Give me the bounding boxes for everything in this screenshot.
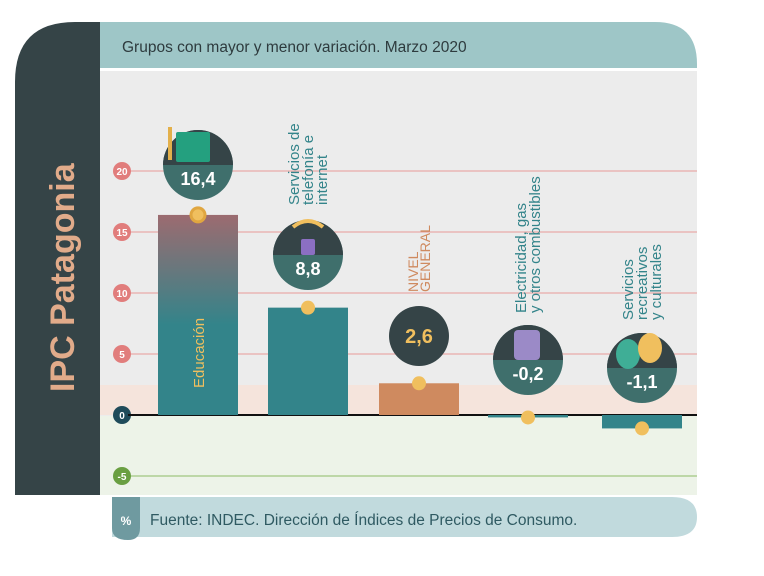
footer-source: Fuente: INDEC. Dirección de Índices de P…: [150, 512, 577, 529]
bar-marker: [301, 300, 315, 315]
y-tick-badge: [113, 345, 131, 363]
gas-cylinder-icon: [514, 330, 540, 360]
side-title: IPC Patagonia: [44, 162, 82, 392]
category-label: Serviciosrecreativosy culturales: [620, 244, 665, 320]
category-label: Servicios detelefonía einternet: [286, 123, 331, 205]
category-label-line: Electricidad, gas: [513, 203, 530, 313]
category-label-line: Servicios: [620, 259, 637, 320]
bar-marker: [635, 421, 649, 436]
y-tick-badge: [113, 162, 131, 180]
y-tick-badge: [113, 223, 131, 241]
y-tick-label: -5: [118, 472, 127, 483]
y-tick-label: 15: [116, 228, 128, 239]
y-tick-label: 0: [119, 411, 125, 422]
mask-icon: [638, 333, 662, 363]
category-label: Electricidad, gasy otros combustibles: [513, 176, 544, 313]
category-label-line: internet: [314, 154, 331, 205]
y-tick-badge: [113, 467, 131, 485]
value-label: 8,8: [295, 259, 320, 279]
phone-wifi-icon: [301, 239, 315, 255]
value-label: -0,2: [512, 364, 543, 384]
category-label-line: Educación: [191, 318, 208, 388]
category-label: NIVELGENERAL: [405, 225, 433, 292]
category-label-line: GENERAL: [417, 225, 433, 292]
theater-masks-icon: [616, 339, 640, 369]
bar-marker: [412, 376, 426, 391]
category-label-line: y otros combustibles: [527, 176, 544, 313]
side-panel: [15, 22, 100, 495]
footer-bar: [112, 497, 697, 537]
y-tick-label: 5: [119, 350, 125, 361]
y-tick-badge: [113, 406, 131, 424]
book-icon: [176, 132, 210, 162]
category-label-line: y culturales: [648, 244, 665, 320]
category-label-line: telefonía e: [300, 135, 317, 205]
value-bubble: [389, 306, 449, 366]
wifi-icon: [291, 219, 325, 229]
bar: [158, 214, 238, 415]
chart-title: Grupos con mayor y menor variación. Marz…: [122, 39, 467, 56]
y-tick-badge: [113, 284, 131, 302]
header-band: [100, 22, 697, 68]
category-label: Educación: [191, 318, 208, 388]
y-tick-label: 20: [116, 167, 128, 178]
value-label: -1,1: [626, 372, 657, 392]
value-bubble-top: [273, 220, 343, 255]
category-label-line: NIVEL: [405, 251, 421, 292]
bar-marker: [521, 410, 535, 425]
value-label: 2,6: [405, 326, 433, 348]
category-label-line: Servicios de: [286, 123, 303, 205]
value-label: 16,4: [180, 169, 215, 189]
footer-badge: [112, 497, 140, 540]
y-tick-label: 10: [116, 289, 128, 300]
category-label-line: recreativos: [634, 247, 651, 320]
bar-marker: [189, 206, 207, 224]
negative-band: [100, 416, 697, 495]
bar: [268, 307, 348, 415]
footer-badge-label: %: [121, 514, 132, 528]
